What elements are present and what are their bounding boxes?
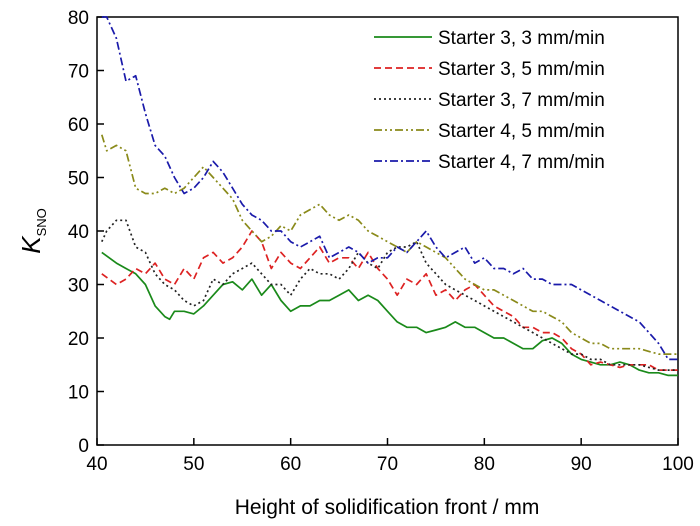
y-tick-label: 20 — [68, 329, 89, 350]
x-tick-label: 50 — [183, 454, 204, 475]
y-tick-label: 80 — [68, 8, 89, 29]
series-line-3 — [101, 219, 678, 371]
y-tick-label: 40 — [68, 222, 89, 243]
x-axis-title: Height of solidification front / mm — [235, 496, 540, 519]
legend-label-2: Starter 3, 5 mm/min — [438, 59, 605, 80]
y-axis-ticks: 0 10 20 30 40 50 60 70 80 — [68, 8, 104, 457]
x-axis-ticks: 40 50 60 70 80 90 100 — [86, 438, 694, 475]
y-axis-title-main: K — [16, 235, 46, 254]
y-tick-label: 50 — [68, 169, 89, 190]
x-tick-label: 100 — [662, 454, 694, 475]
x-tick-label: 40 — [86, 454, 107, 475]
legend-label-4: Starter 4, 5 mm/min — [438, 121, 605, 142]
y-tick-label: 0 — [78, 436, 89, 457]
x-tick-label: 90 — [571, 454, 592, 475]
legend-label-3: Starter 3, 7 mm/min — [438, 90, 605, 111]
series-line-2 — [101, 230, 678, 371]
y-tick-label: 70 — [68, 62, 89, 83]
y-axis-title: KSNO — [16, 208, 49, 254]
legend-label-5: Starter 4, 7 mm/min — [438, 152, 605, 173]
y-axis-title-sub: SNO — [34, 208, 49, 236]
y-tick-label: 10 — [68, 383, 89, 404]
series-line-1 — [101, 251, 678, 377]
legend-label-1: Starter 3, 3 mm/min — [438, 28, 605, 49]
series-line-5 — [101, 16, 678, 361]
y-tick-label: 30 — [68, 276, 89, 297]
legend: Starter 3, 3 mm/min Starter 3, 5 mm/min St… — [374, 28, 605, 173]
series-lines — [100, 16, 678, 377]
plot-frame — [96, 16, 679, 446]
y-tick-label: 60 — [68, 115, 89, 136]
x-tick-label: 70 — [377, 454, 398, 475]
x-tick-label: 60 — [280, 454, 301, 475]
x-tick-label: 80 — [474, 454, 495, 475]
